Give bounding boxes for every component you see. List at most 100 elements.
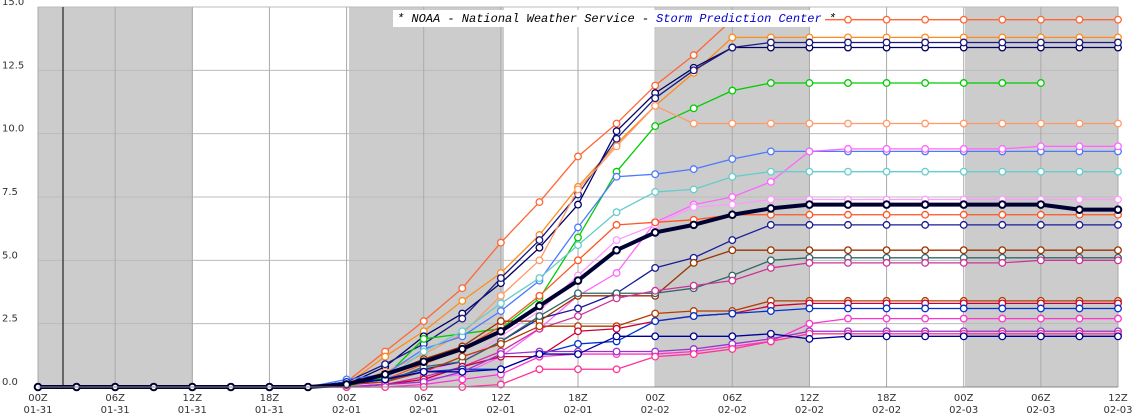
point — [1075, 195, 1084, 204]
point — [689, 185, 698, 194]
point — [381, 360, 390, 369]
point — [419, 357, 429, 366]
point — [959, 304, 968, 313]
point — [959, 258, 968, 267]
point — [496, 339, 505, 348]
point — [612, 332, 621, 341]
point — [959, 246, 968, 255]
point — [651, 286, 660, 295]
point — [535, 350, 544, 359]
point — [1075, 304, 1084, 313]
point — [959, 332, 968, 341]
point — [998, 38, 1007, 47]
x-tick-label: 06Z — [105, 393, 125, 404]
point — [805, 147, 814, 156]
point — [882, 304, 891, 313]
point — [496, 326, 506, 336]
point — [766, 147, 775, 156]
point — [921, 144, 930, 153]
point — [651, 352, 660, 361]
point — [457, 344, 467, 354]
point — [612, 269, 621, 277]
point — [535, 236, 544, 245]
point — [921, 258, 930, 267]
point — [998, 144, 1007, 153]
point — [496, 307, 505, 315]
point — [997, 200, 1007, 209]
point — [574, 200, 582, 209]
point — [651, 317, 660, 326]
point — [728, 86, 737, 95]
point — [844, 15, 852, 24]
point — [689, 51, 698, 60]
point — [496, 274, 505, 283]
point — [574, 312, 582, 321]
point — [998, 119, 1007, 128]
point — [574, 152, 582, 161]
point — [574, 223, 582, 232]
point — [843, 200, 853, 209]
x-tick-label: 06Z — [722, 393, 742, 404]
point — [1075, 119, 1084, 128]
point — [1075, 142, 1084, 151]
point — [959, 210, 968, 219]
point — [959, 79, 968, 87]
point — [1036, 200, 1046, 209]
point — [882, 332, 891, 341]
point — [574, 304, 582, 313]
y-tick-label: 15.0 — [2, 0, 24, 8]
point — [651, 94, 660, 103]
point — [1075, 314, 1084, 323]
x-tick-date: 02-02 — [872, 405, 901, 416]
point — [458, 314, 467, 323]
x-tick-label: 18Z — [568, 393, 588, 404]
x-tick-date: 01-31 — [178, 405, 207, 416]
point — [651, 101, 660, 110]
point — [766, 329, 775, 338]
point — [998, 258, 1007, 267]
x-tick-date: 02-03 — [1026, 405, 1055, 416]
point — [1036, 304, 1045, 313]
point — [727, 210, 737, 220]
point — [1114, 246, 1122, 255]
point — [496, 291, 505, 300]
point — [921, 304, 930, 313]
point — [805, 79, 814, 87]
point — [728, 276, 737, 285]
point — [882, 220, 891, 229]
point — [574, 289, 582, 298]
point — [650, 228, 660, 237]
point — [1036, 119, 1045, 128]
point — [998, 167, 1007, 176]
point — [882, 314, 891, 323]
point — [612, 365, 621, 374]
x-tick-label: 00Z — [28, 393, 48, 404]
x-tick-label: 00Z — [337, 393, 357, 404]
point — [535, 312, 544, 321]
point — [728, 33, 737, 42]
point — [612, 172, 621, 181]
point — [689, 220, 699, 230]
point — [574, 241, 582, 250]
point — [496, 380, 505, 389]
point — [689, 104, 698, 113]
point — [805, 167, 814, 176]
point — [458, 352, 467, 361]
point — [535, 274, 544, 283]
point — [882, 15, 891, 24]
point — [535, 198, 544, 207]
point — [651, 81, 660, 90]
point — [805, 258, 814, 267]
point — [535, 243, 544, 252]
point — [998, 210, 1007, 219]
point — [921, 79, 930, 87]
point — [612, 127, 621, 136]
point — [959, 119, 968, 128]
point — [1036, 332, 1045, 341]
point — [766, 167, 775, 176]
x-tick-date: 02-02 — [795, 405, 824, 416]
point — [1114, 38, 1122, 47]
x-tick-date: 02-01 — [563, 405, 592, 416]
